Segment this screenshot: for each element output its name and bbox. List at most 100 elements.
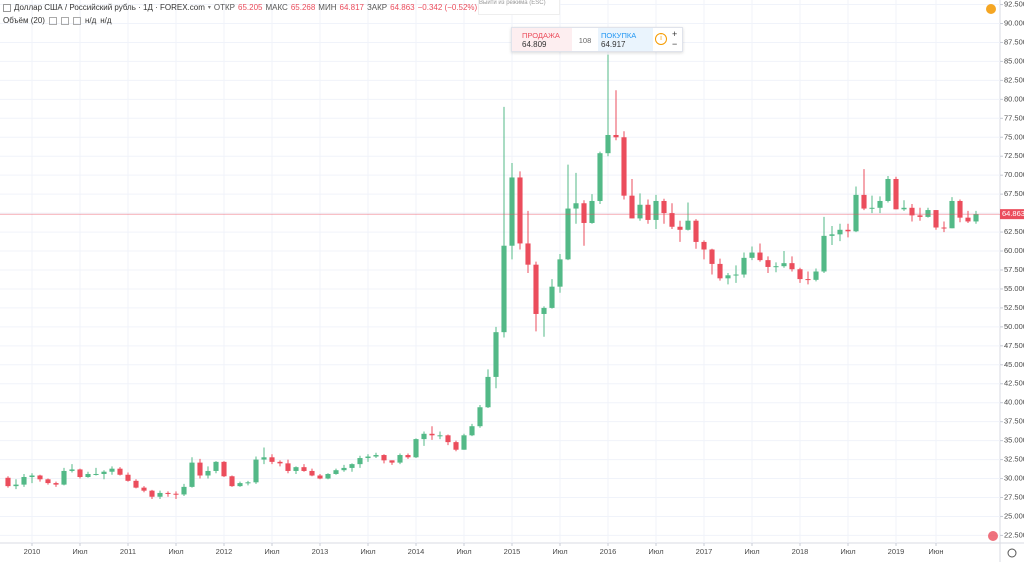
candle-body bbox=[965, 217, 971, 222]
candle-body bbox=[653, 200, 659, 220]
x-tick-label: 2015 bbox=[504, 547, 521, 556]
y-tick-label: 57.500 bbox=[1004, 265, 1024, 274]
volume-header: Объём (20) н/д н/д bbox=[3, 16, 112, 25]
candle-body bbox=[629, 195, 635, 219]
buy-label: ПОКУПКА bbox=[601, 31, 637, 40]
candle-body bbox=[61, 470, 67, 485]
candle-body bbox=[581, 203, 587, 223]
candle-body bbox=[701, 241, 707, 250]
candle-body bbox=[5, 477, 11, 487]
x-tick-label: 2017 bbox=[696, 547, 713, 556]
y-tick-label: 92.500 bbox=[1004, 0, 1024, 9]
candle-body bbox=[733, 274, 739, 276]
y-tick-label: 52.500 bbox=[1004, 303, 1024, 312]
candle-body bbox=[157, 492, 163, 497]
y-tick-label: 77.500 bbox=[1004, 113, 1024, 122]
candles bbox=[5, 54, 979, 500]
y-tick-label: 50.000 bbox=[1004, 322, 1024, 331]
settings-icon[interactable] bbox=[1007, 548, 1017, 558]
candle-body bbox=[709, 249, 715, 264]
candle-body bbox=[853, 194, 859, 232]
buy-button[interactable]: ПОКУПКА 64.917 bbox=[598, 28, 653, 51]
candle-body bbox=[445, 435, 451, 443]
buy-price: 64.917 bbox=[601, 40, 626, 49]
candle-body bbox=[533, 264, 539, 314]
x-tick-label: 2011 bbox=[120, 547, 136, 556]
candle-body bbox=[869, 207, 875, 209]
y-tick-label: 82.500 bbox=[1004, 75, 1024, 84]
x-tick-label: Июл bbox=[648, 547, 663, 556]
x-tick-label: 2019 bbox=[888, 547, 905, 556]
icon[interactable] bbox=[60, 16, 69, 25]
x-tick-label: Июл bbox=[456, 547, 471, 556]
volume-value: н/д bbox=[100, 16, 112, 25]
candle-body bbox=[205, 470, 211, 476]
icon[interactable] bbox=[72, 16, 81, 25]
candle-body bbox=[149, 490, 155, 497]
candle-body bbox=[861, 194, 867, 209]
candle-body bbox=[413, 439, 419, 458]
candle-body bbox=[621, 137, 627, 196]
candle-body bbox=[165, 492, 171, 494]
y-tick-label: 32.500 bbox=[1004, 455, 1024, 464]
close-label: ЗАКР bbox=[366, 3, 388, 12]
icon[interactable] bbox=[3, 3, 11, 12]
candle-body bbox=[453, 442, 459, 450]
sell-button[interactable]: ПРОДАЖА 64.809 bbox=[512, 28, 572, 51]
symbol-header: Доллар США / Российский рубль · 1Д · FOR… bbox=[3, 3, 477, 12]
open-label: ОТКР bbox=[213, 3, 235, 12]
candle-body bbox=[525, 243, 531, 265]
candle-body bbox=[741, 257, 747, 275]
candle-body bbox=[173, 493, 179, 495]
candle-body bbox=[645, 204, 651, 220]
exit-hint[interactable]: Выйти из режима (ESC) bbox=[478, 0, 560, 15]
info-icon[interactable]: i bbox=[655, 33, 667, 45]
candle-body bbox=[885, 178, 891, 201]
candle-body bbox=[509, 177, 515, 246]
x-tick-label: Июл bbox=[72, 547, 87, 556]
sell-price: 64.809 bbox=[522, 40, 547, 49]
close-value: 64.863 bbox=[390, 3, 415, 12]
notification-badge[interactable] bbox=[986, 4, 996, 14]
candle-body bbox=[909, 207, 915, 216]
candle-body bbox=[685, 220, 691, 230]
candle-body bbox=[893, 178, 899, 210]
volume-label[interactable]: Объём (20) bbox=[3, 16, 45, 25]
x-tick-label: Июл bbox=[744, 547, 759, 556]
x-tick-label: Июн bbox=[928, 547, 943, 556]
candle-body bbox=[229, 476, 235, 487]
candle-body bbox=[501, 245, 507, 333]
y-tick-label: 62.500 bbox=[1004, 227, 1024, 236]
candle-body bbox=[141, 487, 147, 491]
candle-body bbox=[845, 229, 851, 232]
x-tick-label: Июл bbox=[264, 547, 279, 556]
candle-body bbox=[357, 458, 363, 465]
candle-body bbox=[557, 259, 563, 287]
candle-body bbox=[237, 483, 243, 487]
dropdown[interactable]: ▾ bbox=[207, 5, 211, 11]
symbol[interactable]: Доллар США / Российский рубль · 1Д · FOR… bbox=[14, 3, 205, 12]
candle-body bbox=[677, 226, 683, 230]
candle-body bbox=[941, 227, 947, 229]
volume-value: н/д bbox=[84, 16, 97, 25]
low-label: МИН bbox=[318, 3, 337, 12]
candle-body bbox=[461, 435, 467, 450]
y-tick-label: 80.000 bbox=[1004, 94, 1024, 103]
candle-body bbox=[485, 376, 491, 408]
high-value: 65.268 bbox=[290, 3, 316, 12]
flag-icon[interactable] bbox=[988, 531, 998, 541]
candle-body bbox=[541, 307, 547, 314]
icon[interactable] bbox=[48, 16, 57, 25]
zoom-controls[interactable]: + − bbox=[672, 29, 678, 49]
candle-body bbox=[765, 260, 771, 267]
candle-body bbox=[773, 266, 779, 268]
candle-body bbox=[493, 332, 499, 377]
candle-body bbox=[13, 484, 19, 487]
candle-body bbox=[245, 482, 251, 484]
candle-body bbox=[917, 215, 923, 217]
candle-body bbox=[213, 461, 219, 471]
candle-body bbox=[517, 177, 523, 244]
candle-body bbox=[133, 480, 139, 488]
